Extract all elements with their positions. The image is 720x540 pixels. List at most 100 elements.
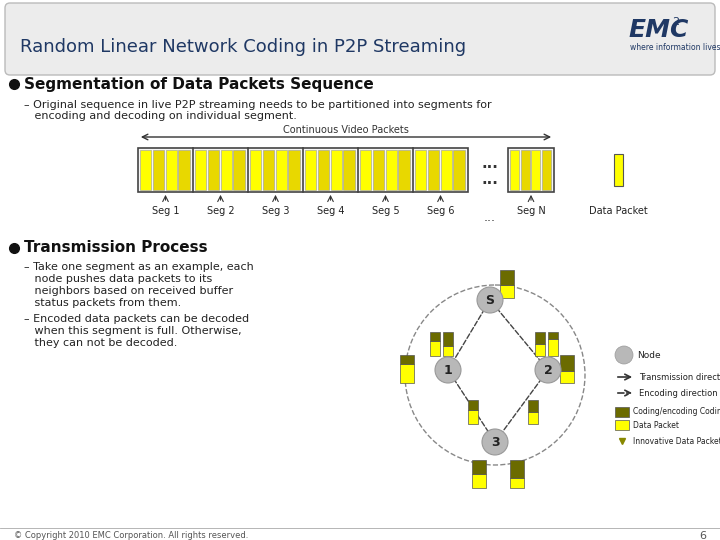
Bar: [288, 150, 300, 190]
Text: Coding/encoding Coding Packet: Coding/encoding Coding Packet: [633, 408, 720, 416]
Bar: [521, 150, 529, 190]
Bar: [468, 400, 478, 410]
Text: EMC: EMC: [628, 18, 688, 42]
Text: Innovative Data Packet: Innovative Data Packet: [633, 436, 720, 446]
Bar: [510, 478, 524, 488]
Bar: [443, 346, 453, 356]
Text: Seg 2: Seg 2: [207, 206, 234, 216]
Text: Node: Node: [637, 350, 661, 360]
Bar: [443, 332, 453, 346]
Circle shape: [435, 357, 461, 383]
Bar: [373, 150, 384, 190]
Bar: [454, 150, 464, 190]
Text: Encoding direction: Encoding direction: [639, 388, 718, 397]
Bar: [140, 150, 151, 190]
Text: 6: 6: [699, 531, 706, 540]
Text: where information lives: where information lives: [630, 44, 720, 52]
Bar: [528, 400, 538, 412]
Bar: [166, 150, 176, 190]
Text: Seg 1: Seg 1: [152, 206, 179, 216]
Bar: [615, 420, 629, 430]
Bar: [318, 150, 329, 190]
Bar: [385, 150, 397, 190]
Bar: [508, 148, 554, 192]
Bar: [305, 150, 316, 190]
Text: © Copyright 2010 EMC Corporation. All rights reserved.: © Copyright 2010 EMC Corporation. All ri…: [14, 531, 248, 540]
Bar: [233, 150, 245, 190]
Circle shape: [477, 287, 503, 313]
Bar: [195, 150, 206, 190]
Bar: [535, 332, 545, 344]
Text: Data Packet: Data Packet: [633, 421, 679, 429]
Bar: [138, 148, 468, 192]
Bar: [428, 150, 439, 190]
Bar: [548, 332, 558, 339]
Text: ...: ...: [482, 156, 498, 171]
Text: 1: 1: [444, 363, 452, 376]
Text: node pushes data packets to its: node pushes data packets to its: [24, 274, 212, 284]
Bar: [560, 371, 574, 383]
Text: 2: 2: [672, 17, 679, 27]
Text: Seg 3: Seg 3: [262, 206, 289, 216]
Bar: [430, 341, 440, 356]
Text: ...: ...: [482, 172, 498, 187]
Text: – Encoded data packets can be decoded: – Encoded data packets can be decoded: [24, 314, 249, 324]
Text: S: S: [485, 294, 495, 307]
Circle shape: [535, 357, 561, 383]
Bar: [398, 150, 410, 190]
Bar: [415, 150, 426, 190]
Text: Continuous Video Packets: Continuous Video Packets: [283, 125, 409, 135]
Circle shape: [482, 429, 508, 455]
Bar: [500, 285, 514, 298]
Bar: [615, 407, 629, 417]
Bar: [208, 150, 219, 190]
Text: – Take one segment as an example, each: – Take one segment as an example, each: [24, 262, 253, 272]
Bar: [472, 460, 486, 474]
Bar: [500, 270, 514, 285]
Text: ...: ...: [484, 211, 496, 224]
FancyBboxPatch shape: [5, 3, 715, 75]
Bar: [400, 364, 414, 383]
Bar: [220, 150, 232, 190]
Bar: [360, 150, 372, 190]
Bar: [614, 154, 623, 186]
Text: neighbors based on received buffer: neighbors based on received buffer: [24, 286, 233, 296]
Text: – Original sequence in live P2P streaming needs to be partitioned into segments : – Original sequence in live P2P streamin…: [24, 100, 492, 110]
Text: Random Linear Network Coding in P2P Streaming: Random Linear Network Coding in P2P Stre…: [20, 38, 466, 56]
Circle shape: [615, 346, 633, 364]
Bar: [548, 339, 558, 356]
Bar: [330, 150, 342, 190]
Bar: [250, 150, 261, 190]
Bar: [263, 150, 274, 190]
Text: Segmentation of Data Packets Sequence: Segmentation of Data Packets Sequence: [24, 77, 374, 91]
Bar: [535, 344, 545, 356]
Bar: [179, 150, 189, 190]
Bar: [400, 355, 414, 364]
Text: Seg 4: Seg 4: [317, 206, 344, 216]
Text: Transmission Process: Transmission Process: [24, 240, 207, 255]
Text: when this segment is full. Otherwise,: when this segment is full. Otherwise,: [24, 326, 242, 336]
Bar: [343, 150, 354, 190]
Bar: [276, 150, 287, 190]
Text: status packets from them.: status packets from them.: [24, 298, 181, 308]
Bar: [510, 150, 519, 190]
Text: encoding and decoding on individual segment.: encoding and decoding on individual segm…: [24, 111, 297, 121]
Bar: [510, 460, 524, 478]
Bar: [531, 150, 540, 190]
Text: Transmission direction: Transmission direction: [639, 373, 720, 381]
Text: Data Packet: Data Packet: [589, 206, 648, 216]
Bar: [472, 474, 486, 488]
Text: Seg 6: Seg 6: [427, 206, 454, 216]
Text: 3: 3: [491, 435, 499, 449]
Bar: [430, 332, 440, 341]
Bar: [560, 355, 574, 371]
Text: 2: 2: [544, 363, 552, 376]
Bar: [528, 412, 538, 424]
Bar: [441, 150, 451, 190]
Bar: [468, 410, 478, 424]
Text: Seg N: Seg N: [517, 206, 545, 216]
Bar: [541, 150, 551, 190]
Text: Seg 5: Seg 5: [372, 206, 400, 216]
Text: they can not be decoded.: they can not be decoded.: [24, 338, 177, 348]
Bar: [153, 150, 164, 190]
